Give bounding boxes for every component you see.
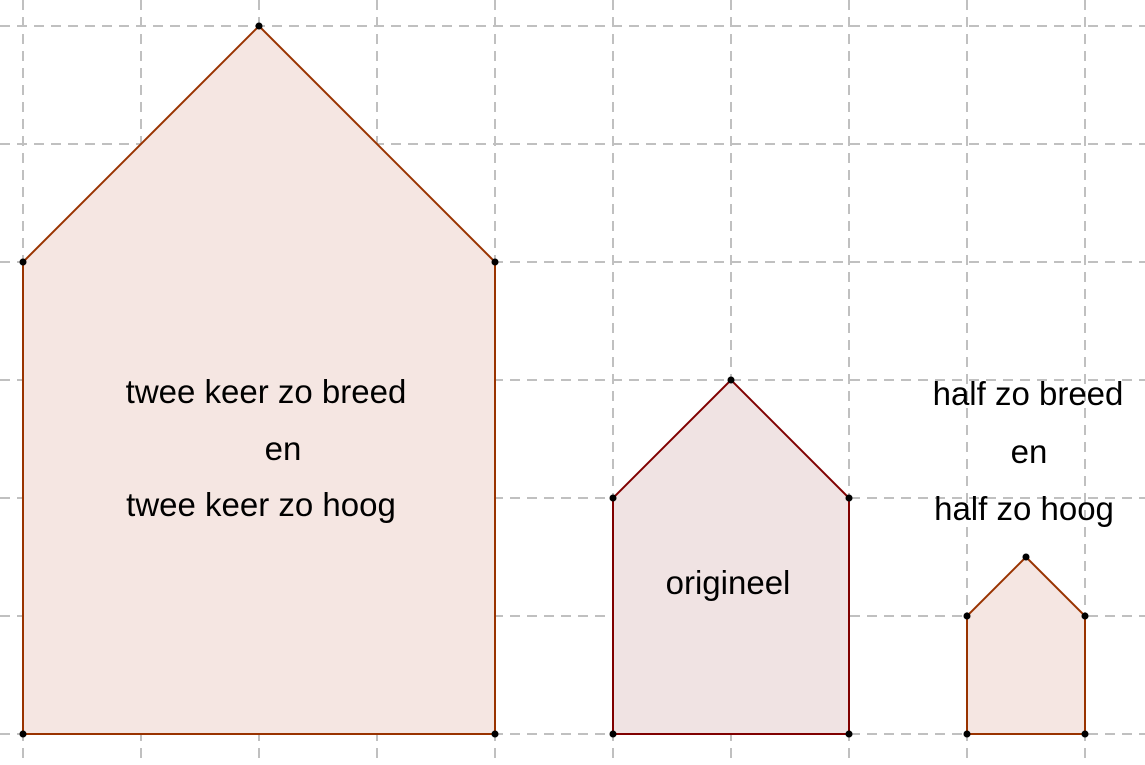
small-caption-line-2: en xyxy=(1011,433,1048,470)
large-house-polygon xyxy=(22,24,496,735)
small-caption-line-1: half zo breed xyxy=(933,375,1124,412)
small-house-caption: half zo breed en half zo hoog xyxy=(933,375,1124,527)
small-house-vertex xyxy=(1081,612,1089,620)
large-house-label-line-1: twee keer zo breed xyxy=(126,373,407,410)
large-house: twee keer zo breed en twee keer zo hoog xyxy=(19,22,499,738)
small-house-vertex xyxy=(1022,553,1030,561)
large-house-vertex xyxy=(19,730,27,738)
original-house-vertex xyxy=(609,730,617,738)
original-house-vertices xyxy=(609,376,853,738)
original-house-vertex xyxy=(845,730,853,738)
small-house-vertices xyxy=(963,553,1089,738)
original-house-vertex xyxy=(727,376,735,384)
original-house: origineel xyxy=(609,376,853,738)
small-house xyxy=(963,553,1089,738)
original-house-polygon xyxy=(612,378,850,735)
original-house-vertex xyxy=(845,494,853,502)
original-house-vertex xyxy=(609,494,617,502)
small-house-vertex xyxy=(1081,730,1089,738)
small-house-vertex xyxy=(963,730,971,738)
large-house-vertices xyxy=(19,22,499,738)
small-house-polygon xyxy=(966,555,1086,735)
small-house-vertex xyxy=(963,612,971,620)
large-house-vertex xyxy=(255,22,263,30)
original-house-label: origineel xyxy=(666,564,791,601)
large-house-vertex xyxy=(491,730,499,738)
large-house-label-line-3: twee keer zo hoog xyxy=(126,486,396,523)
large-house-vertex xyxy=(19,258,27,266)
large-house-label-line-2: en xyxy=(265,430,302,467)
small-caption-line-3: half zo hoog xyxy=(934,490,1114,527)
large-house-vertex xyxy=(491,258,499,266)
